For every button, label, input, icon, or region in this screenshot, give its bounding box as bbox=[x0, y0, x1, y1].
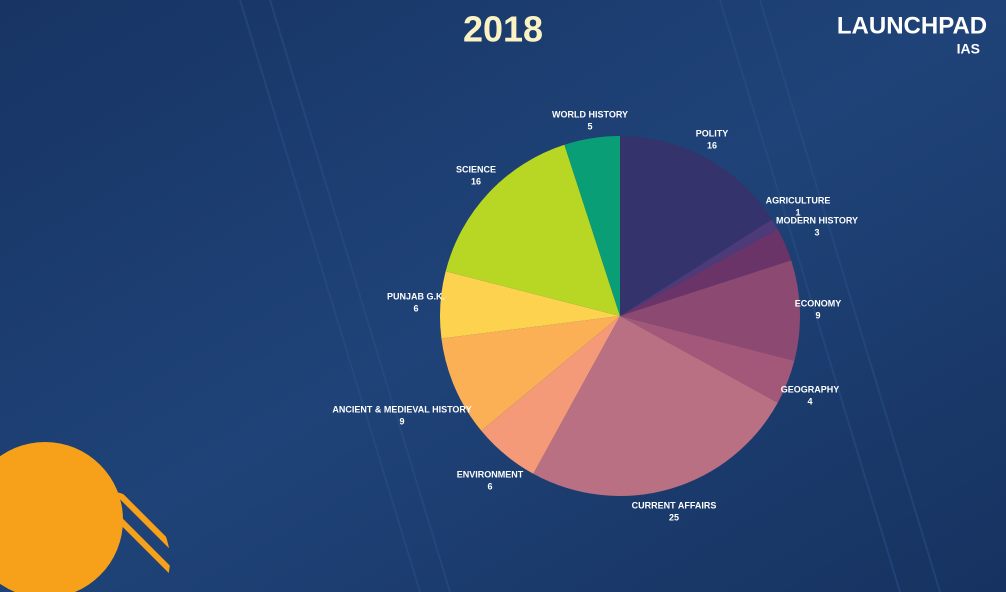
slice-label: AGRICULTURE bbox=[766, 195, 831, 205]
slice-label: ECONOMY bbox=[795, 298, 842, 308]
pie-slice bbox=[441, 316, 620, 431]
slice-value: 9 bbox=[815, 310, 820, 320]
slice-value: 25 bbox=[669, 512, 679, 522]
slice-label: MODERN HISTORY bbox=[776, 215, 858, 225]
slice-label: ANCIENT & MEDIEVAL HISTORY bbox=[332, 404, 471, 414]
slice-label: ENVIRONMENT bbox=[457, 469, 524, 479]
pie-slice bbox=[620, 260, 800, 361]
slice-label: SCIENCE bbox=[456, 164, 496, 174]
slice-value: 6 bbox=[413, 303, 418, 313]
slice-value: 3 bbox=[814, 227, 819, 237]
background-lines bbox=[239, 0, 941, 592]
slice-label: PUNJAB G.K. bbox=[387, 291, 445, 301]
pie-slice bbox=[533, 316, 778, 496]
slice-value: 1 bbox=[795, 207, 800, 217]
slice-value: 16 bbox=[707, 140, 717, 150]
slice-value: 5 bbox=[587, 121, 592, 131]
pie-slice bbox=[445, 144, 620, 316]
slice-label: CURRENT AFFAIRS bbox=[632, 500, 717, 510]
pie-slice bbox=[620, 219, 778, 316]
slice-value: 4 bbox=[807, 396, 812, 406]
decor-stripes bbox=[77, 490, 170, 592]
chart-title: 2018 bbox=[463, 9, 543, 50]
decor-circle bbox=[0, 442, 123, 592]
logo-sub: IAS bbox=[957, 41, 980, 57]
slice-label: POLITY bbox=[696, 128, 729, 138]
slice-label: WORLD HISTORY bbox=[552, 109, 628, 119]
slice-label: GEOGRAPHY bbox=[781, 384, 840, 394]
pie-slice bbox=[440, 271, 620, 339]
slice-value: 6 bbox=[487, 481, 492, 491]
slice-value: 16 bbox=[471, 176, 481, 186]
pie-slice bbox=[620, 316, 795, 403]
logo-name: LAUNCHPAD bbox=[837, 12, 987, 39]
pie-slice bbox=[620, 229, 792, 316]
pie-slice bbox=[620, 136, 772, 316]
pie-slice bbox=[564, 136, 620, 316]
slice-value: 9 bbox=[399, 416, 404, 426]
pie-slice bbox=[481, 316, 620, 474]
